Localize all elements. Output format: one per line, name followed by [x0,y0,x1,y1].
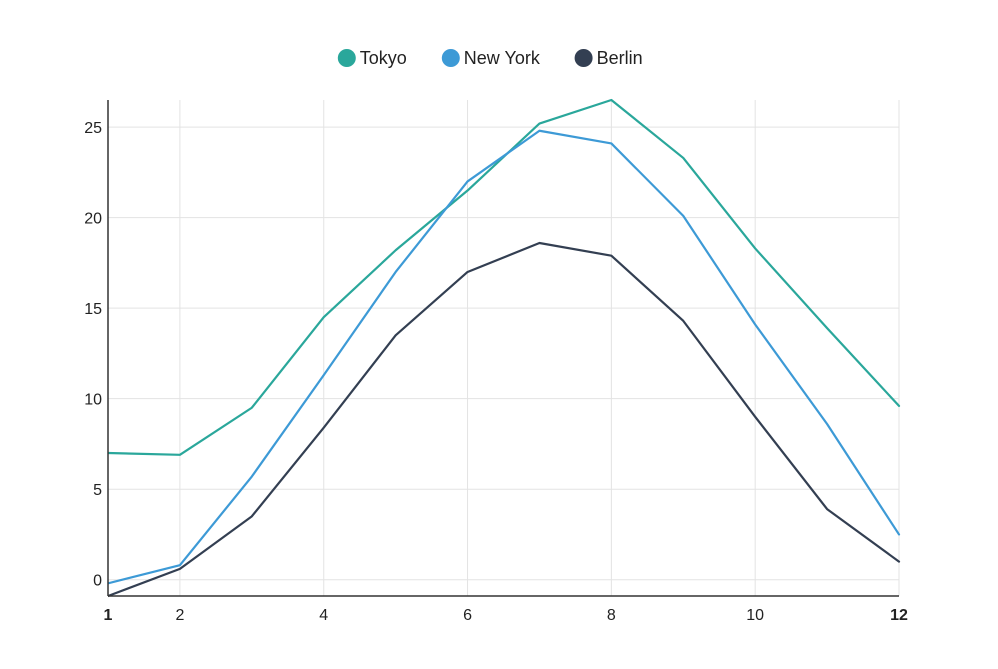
y-tick-label-5: 5 [93,482,102,499]
legend-marker-tokyo [337,49,356,67]
legend-label-new-york: New York [464,48,541,68]
series-line-berlin [108,241,901,598]
series-line-tokyo [108,98,901,456]
legend[interactable]: Tokyo New York Berlin [337,48,643,68]
x-tick-label-4: 4 [319,607,328,624]
y-tick-label-0: 0 [93,573,102,590]
legend-marker-berlin [574,49,593,67]
x-tick-label-12: 12 [890,607,908,624]
series-lines [108,98,901,598]
legend-item-new-york[interactable]: New York [441,48,541,68]
x-tick-label-2: 2 [175,607,184,624]
series-line-new-york [108,129,901,585]
grid [108,100,900,596]
legend-item-berlin[interactable]: Berlin [574,48,643,68]
y-tick-label-20: 20 [84,211,102,228]
legend-label-tokyo: Tokyo [360,48,407,68]
y-tick-label-25: 25 [84,120,102,137]
legend-item-tokyo[interactable]: Tokyo [337,48,407,68]
x-tick-label-10: 10 [746,607,764,624]
legend-marker-new-york [441,49,460,67]
y-tick-label-15: 15 [84,301,102,318]
x-tick-label-8: 8 [607,607,616,624]
x-tick-label-1: 1 [104,607,113,624]
y-tick-label-10: 10 [84,392,102,409]
x-tick-label-6: 6 [463,607,472,624]
legend-label-berlin: Berlin [597,48,643,68]
